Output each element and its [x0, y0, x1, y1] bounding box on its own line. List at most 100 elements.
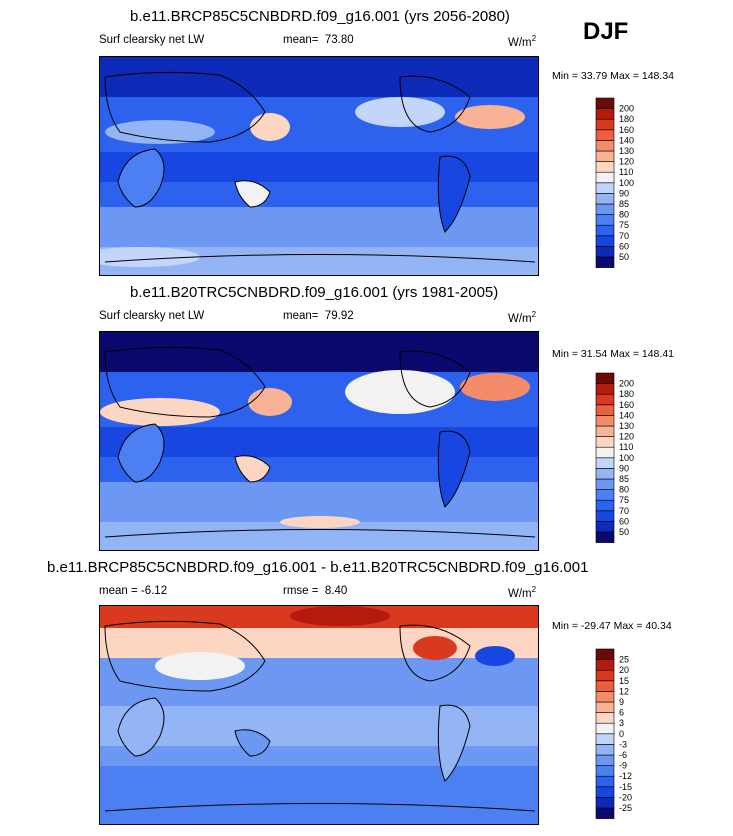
colorbar-tick-label: 180 — [619, 389, 634, 399]
panel1-map-svg — [100, 57, 538, 275]
map-warm-patch — [105, 120, 215, 144]
colorbar-swatch — [595, 701, 615, 713]
colorbar-swatch — [595, 521, 615, 533]
season-label: DJF — [583, 18, 629, 45]
colorbar-swatch — [595, 765, 615, 777]
colorbar-swatch — [595, 393, 615, 406]
colorbar-tick-label: -3 — [619, 739, 627, 749]
colorbar-tick-label: 120 — [619, 432, 634, 442]
colorbar-swatch — [595, 171, 615, 184]
map-tropical-band — [100, 706, 538, 746]
map-warm-patch — [155, 652, 245, 680]
map-continent-outline — [104, 71, 266, 143]
colorbar-swatch — [595, 140, 615, 152]
panel3-units-sup: 2 — [531, 585, 537, 594]
panel3-map-svg — [100, 606, 538, 824]
colorbar-tick-label: 9 — [619, 697, 624, 707]
panel3-mean-value: -6.12 — [140, 585, 168, 597]
panel1-units-sup: 2 — [531, 34, 537, 43]
panel1-variable-label: Surf clearsky net LW — [99, 34, 205, 46]
map-warm-patch — [290, 606, 390, 626]
panel2-mean-label: mean= — [283, 310, 319, 322]
colorbar-tick-label: 130 — [619, 421, 634, 431]
colorbar-swatch — [595, 415, 615, 427]
panel2-minmax: Min = 31.54 Max = 148.41 — [552, 348, 674, 360]
colorbar-tick-label: 60 — [619, 241, 629, 251]
colorbar-tick-label: 85 — [619, 199, 629, 209]
panel1-mean-value: 73.80 — [324, 34, 354, 46]
colorbar-swatch — [595, 712, 615, 724]
colorbar-swatch — [595, 499, 615, 512]
map-warm-patch — [248, 388, 292, 416]
map-coastline — [104, 529, 536, 538]
panel3-rmse-label: rmse = — [283, 585, 319, 597]
colorbar-swatch — [595, 680, 615, 692]
colorbar-swatch — [595, 182, 615, 194]
colorbar-swatch — [595, 468, 615, 480]
panel3-mean-label: mean = — [99, 585, 138, 597]
panel1-units-text: W/m — [508, 36, 532, 49]
panel1-mean-label: mean= — [283, 34, 319, 46]
colorbar-swatch — [595, 118, 615, 131]
colorbar-tick-label: 20 — [619, 665, 629, 675]
panel2-mean-value: 79.92 — [324, 310, 354, 322]
map-continent-outline — [117, 423, 165, 483]
colorbar-swatch — [595, 478, 615, 490]
colorbar-swatch — [595, 129, 615, 141]
colorbar-tick-label: 3 — [619, 718, 624, 728]
colorbar-swatch — [595, 722, 615, 735]
colorbar-tick-label: 50 — [619, 527, 629, 537]
panel2-title: b.e11.B20TRC5CNBDRD.f09_g16.001 (yrs 198… — [130, 284, 499, 301]
panel3-title: b.e11.BRCP85C5CNBDRD.f09_g16.001 - b.e11… — [47, 559, 589, 576]
map-warm-patch — [100, 398, 220, 426]
map-southern-band — [100, 766, 538, 824]
colorbar-swatch — [595, 256, 615, 268]
colorbar-tick-label: 15 — [619, 676, 629, 686]
colorbar-swatch — [595, 97, 615, 109]
colorbar-swatch — [595, 425, 615, 437]
map-continent-outline — [234, 455, 271, 483]
colorbar-swatch — [595, 193, 615, 205]
map-cool-patch — [475, 646, 515, 666]
map-continent-outline — [117, 697, 165, 757]
colorbar-tick-label: 100 — [619, 453, 634, 463]
map-warm-patch — [100, 247, 200, 267]
map-coastline — [104, 254, 536, 263]
map-continent-outline — [117, 148, 165, 208]
map-warm-patch — [460, 373, 530, 401]
colorbar-swatch — [595, 108, 615, 120]
colorbar-swatch — [595, 786, 615, 798]
panel3-rmse-value: 8.40 — [324, 585, 348, 597]
colorbar-tick-label: 90 — [619, 188, 629, 198]
colorbar-swatch — [595, 246, 615, 258]
colorbar-swatch — [595, 669, 615, 682]
map-continent-outline — [399, 75, 471, 133]
colorbar-tick-label: -9 — [619, 761, 627, 771]
map-warm-patch — [455, 105, 525, 129]
colorbar-swatch — [595, 203, 615, 215]
colorbar-swatch — [595, 383, 615, 395]
colorbar-swatch — [595, 733, 615, 745]
map-continent-outline — [437, 704, 471, 782]
panel3-map — [99, 605, 539, 825]
map-continent-outline — [234, 180, 271, 208]
colorbar-swatch — [595, 531, 615, 543]
map-continent-outline — [437, 155, 471, 233]
panel2-units: W/m2 — [508, 310, 536, 325]
panel2-units-sup: 2 — [531, 310, 537, 319]
colorbar-tick-label: 110 — [619, 167, 633, 177]
panel3-minmax: Min = -29.47 Max = 40.34 — [552, 620, 672, 632]
colorbar-tick-label: -6 — [619, 750, 627, 760]
map-continent-outline — [437, 430, 471, 508]
map-southern-band — [100, 482, 538, 522]
panel2-mean: mean= 79.92 — [283, 310, 354, 322]
colorbar-tick-label: 85 — [619, 474, 629, 484]
map-warm-patch — [355, 97, 445, 127]
colorbar-tick-label: 25 — [619, 655, 629, 665]
colorbar-swatch — [595, 659, 615, 671]
colorbar-tick-label: 120 — [619, 157, 634, 167]
colorbar-tick-label: -25 — [619, 803, 632, 813]
panel3-units-text: W/m — [508, 587, 532, 600]
